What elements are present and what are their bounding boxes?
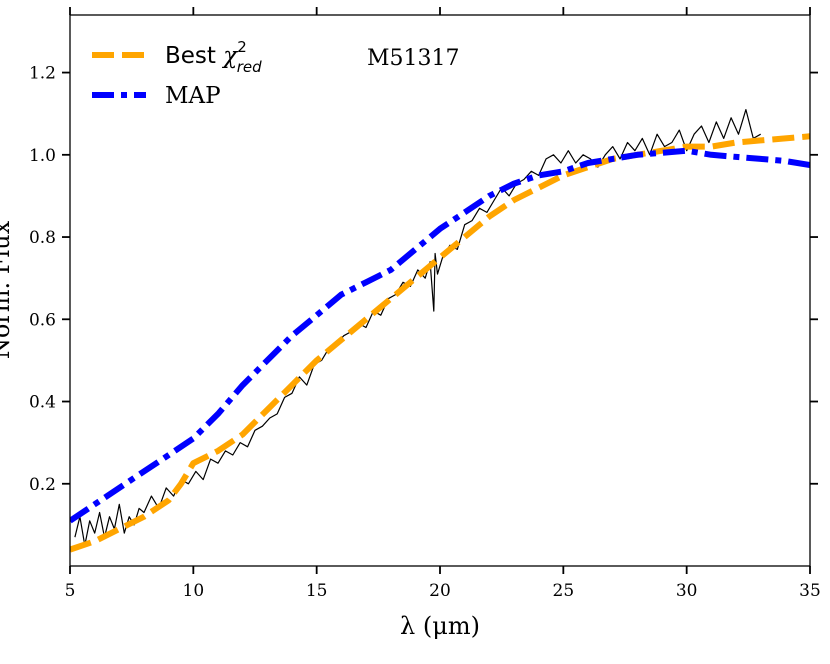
x-tick-label-30: 30 <box>676 581 698 601</box>
plot-frame <box>69 14 811 567</box>
x-tick-label-35: 35 <box>799 581 821 601</box>
x-axis-label: λ (μm) <box>400 612 480 640</box>
ticks-layer: 5 10 15 20 25 30 35 0.2 0.4 0.6 0.8 1.0 1.2 <box>29 7 821 601</box>
y-tick-label-4: 1.0 <box>29 146 56 166</box>
y-tick-label-1: 0.4 <box>29 393 56 413</box>
legend-map-label: MAP <box>165 83 221 109</box>
object-annotation: M51317 <box>367 46 460 71</box>
series-line-2 <box>70 147 810 524</box>
series-line-1 <box>70 133 810 553</box>
y-tick-label-5: 1.2 <box>29 64 56 84</box>
x-tick-label-25: 25 <box>553 581 575 601</box>
series-layer <box>70 109 810 553</box>
y-axis-label: Norm. Flux <box>0 220 15 359</box>
x-tick-label-10: 10 <box>183 581 205 601</box>
x-tick-label-5: 5 <box>65 581 76 601</box>
y-tick-label-2: 0.6 <box>29 310 56 330</box>
y-tick-label-3: 0.8 <box>29 228 56 248</box>
x-tick-label-15: 15 <box>306 581 328 601</box>
x-tick-label-20: 20 <box>429 581 451 601</box>
legend-best-label: Best χ2 red <box>165 38 262 76</box>
series-line-0 <box>74 109 761 546</box>
y-tick-label-0: 0.2 <box>29 475 56 495</box>
legend: Best χ2 red MAP <box>92 38 262 109</box>
